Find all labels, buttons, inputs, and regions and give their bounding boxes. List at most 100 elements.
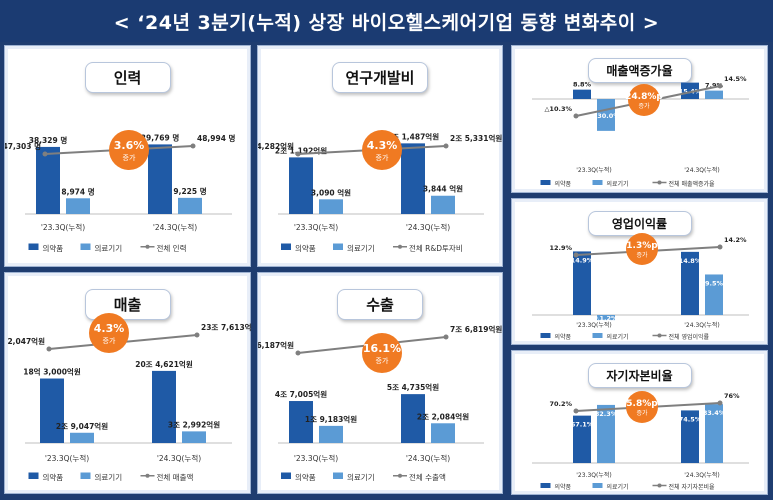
total-label: 23조 7,613억원 [201, 322, 252, 332]
chart-panel-sales-growth: 매출액증가율 8.8%15.4%△30.0%7.9%△10.3%14.5%24.… [511, 45, 768, 193]
bar-device [705, 274, 723, 315]
legend-label: 전체 수출액 [409, 472, 446, 482]
legend-swatch [540, 180, 551, 185]
growth-badge [362, 130, 402, 170]
growth-badge [626, 233, 658, 265]
total-label: 48,994 명 [197, 133, 236, 143]
legend-label: 전체 매출액증가율 [669, 180, 716, 188]
legend-label: 의료기기 [347, 243, 375, 253]
data-label: 14.8% [679, 257, 702, 265]
bar-device [597, 315, 615, 321]
chart-svg-sales_growth: 8.8%15.4%△30.0%7.9%△10.3%14.5%24.8%p증가'2… [532, 75, 749, 188]
bar-drug [36, 146, 60, 214]
legend-swatch [592, 180, 603, 185]
line-point [42, 151, 48, 157]
legend-swatch [592, 483, 603, 488]
growth-badge-value: 24.8%p [625, 92, 663, 102]
chart-title: 영업이익률 [587, 211, 692, 236]
line-point [443, 143, 449, 149]
chart-title: 매출 [84, 289, 171, 320]
data-label: 8.8% [573, 81, 592, 89]
legend-label: 의약품 [295, 243, 316, 253]
data-label: 1조 9,183억원 [305, 414, 357, 424]
legend-label: 전체 인력 [157, 243, 187, 253]
total-label: 2조 5,331억원 [450, 133, 502, 143]
total-label: 14.2% [724, 236, 747, 244]
total-label: 2조 4,282억원 [258, 141, 294, 151]
legend-label: 의료기기 [347, 472, 375, 482]
chart-svg-exports: 4조 7,005억원 5조 4,735억원 1조 9,183억원 2조 2,084억원… [258, 324, 502, 482]
data-label: 2조 1,487억원 [387, 131, 439, 141]
data-label: 2조 9,047억원 [56, 421, 108, 431]
legend-swatch-point [657, 180, 662, 185]
bar-drug [681, 410, 699, 463]
growth-badge [628, 84, 660, 116]
growth-badge-label: 증가 [123, 153, 136, 162]
legend-label: 의약품 [43, 472, 64, 482]
total-label: 7조 6,819억원 [450, 324, 502, 334]
bar-device [705, 90, 723, 99]
x-tick-label: '23.3Q(누적) [294, 222, 338, 232]
legend-label: 전체 영업이익률 [669, 333, 710, 341]
bar-drug [289, 157, 313, 214]
legend-swatch-point [398, 473, 402, 478]
chart-title: 수출 [337, 289, 423, 320]
growth-badge [626, 391, 658, 423]
chart-svg-rnd: 2조 1,192억원 2조 1,487억원 3,090 억원 3,844 억원 2조 4… [258, 130, 502, 253]
growth-badge [362, 333, 402, 373]
legend-label: 의료기기 [95, 472, 123, 482]
bar-drug [681, 251, 699, 315]
data-label: 9,225 명 [173, 186, 206, 196]
legend-swatch [281, 472, 291, 479]
line-point [717, 83, 723, 89]
x-tick-label: '24.3Q(누적) [157, 453, 201, 463]
line-point [573, 252, 579, 258]
legend-swatch [540, 333, 551, 338]
total-label: 12.9% [549, 244, 572, 252]
legend-label: 의약품 [295, 472, 316, 482]
data-label: 7.9% [705, 82, 724, 90]
legend-swatch [80, 472, 91, 479]
growth-badge-label: 증가 [636, 409, 648, 417]
data-label: 2조 1,192억원 [275, 145, 327, 155]
bar-device [182, 431, 206, 443]
bar-device [597, 404, 615, 463]
x-tick-label: '24.3Q(누적) [684, 167, 719, 174]
data-label: △1.2% [594, 315, 618, 323]
legend-label: 전체 매출액 [157, 472, 194, 482]
total-label: 76% [724, 392, 740, 400]
data-label: △30.0% [592, 112, 620, 120]
bar-drug [573, 415, 591, 463]
legend-label: 전체 R&D투자비 [409, 243, 463, 253]
chart-svg-workforce: 38,329 명 39,769 명 8,974 명 9,225 명 47,303 명 48… [5, 130, 236, 253]
total-label: 47,303 명 [5, 141, 41, 151]
bar-drug [401, 143, 425, 214]
data-label: 20조 4,621억원 [135, 359, 193, 369]
data-label: 18억 3,000억원 [23, 367, 81, 377]
x-tick-label: '24.3Q(누적) [406, 222, 450, 232]
data-label: 39,769 명 [141, 132, 180, 142]
chart-panel-operating-margin: 영업이익률 14.9% 14.8% △1.2% 9.5% 12.9% 14.2% 1.3%p… [511, 198, 768, 345]
x-tick-label: '24.3Q(누적) [153, 222, 197, 232]
total-label: △10.3% [544, 105, 572, 113]
bar-device [319, 425, 343, 443]
legend-swatch [28, 472, 39, 479]
legend-swatch [28, 243, 39, 250]
growth-badge [89, 313, 129, 353]
growth-badge-label: 증가 [103, 336, 116, 345]
data-label: 3조 2,992억원 [168, 419, 220, 429]
bar-drug [681, 82, 699, 99]
legend-swatch-point [145, 244, 150, 249]
chart-title: 연구개발비 [332, 62, 428, 93]
data-label: 4조 7,005억원 [275, 389, 327, 399]
growth-badge-value: 1.3%p [626, 241, 658, 251]
growth-badge-label: 증가 [638, 102, 650, 110]
legend-swatch-point [657, 483, 662, 488]
growth-badge [109, 130, 149, 170]
growth-badge-value: 5.8%p [626, 399, 658, 409]
data-label: 3,844 억원 [423, 184, 463, 194]
total-label: 21조 2,047억원 [5, 336, 45, 346]
bar-device [178, 197, 202, 214]
total-label: 14.5% [724, 75, 747, 83]
line-point [295, 350, 301, 356]
